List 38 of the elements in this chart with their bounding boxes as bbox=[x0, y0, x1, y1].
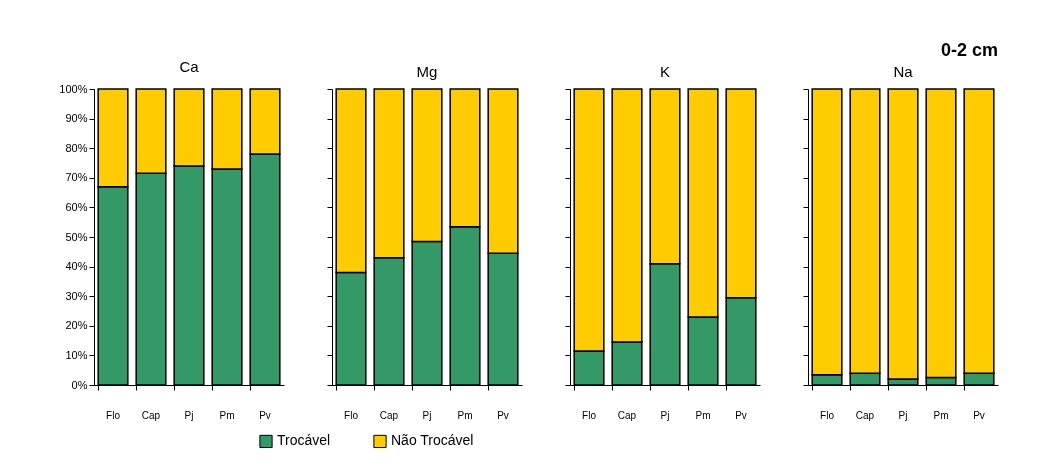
x-tick-label: Cap bbox=[141, 409, 161, 421]
x-tick-label: Pj bbox=[660, 409, 670, 421]
y-tick-label: 10% bbox=[65, 348, 88, 361]
x-tick-label: Flo bbox=[582, 409, 597, 421]
chart-title: Mg bbox=[416, 63, 438, 81]
y-tick-label: 60% bbox=[65, 200, 88, 213]
x-tick-label: Pj bbox=[184, 409, 194, 421]
y-tick-label: 0% bbox=[71, 378, 88, 391]
y-tick-label: 90% bbox=[65, 112, 88, 125]
x-tick-label: Cap bbox=[855, 409, 875, 421]
x-tick-label: Pj bbox=[898, 409, 908, 421]
x-tick-label: Pm bbox=[933, 409, 949, 421]
x-tick-label: Pm bbox=[695, 409, 711, 421]
x-tick-label: Pv bbox=[259, 409, 271, 421]
x-tick-label: Flo bbox=[106, 409, 121, 421]
y-tick-label: 100% bbox=[59, 82, 88, 95]
chart-title: Na bbox=[893, 63, 914, 81]
x-tick-label: Pj bbox=[422, 409, 432, 421]
y-tick-label: 30% bbox=[65, 289, 88, 302]
x-tick-label: Pm bbox=[457, 409, 473, 421]
y-tick-label: 70% bbox=[65, 171, 88, 184]
y-tick-label: 40% bbox=[65, 260, 88, 273]
x-tick-label: Flo bbox=[344, 409, 359, 421]
x-tick-label: Pv bbox=[735, 409, 747, 421]
text: 0-2 cm bbox=[940, 40, 998, 60]
y-tick-label: 50% bbox=[65, 230, 88, 243]
x-tick-label: Pm bbox=[219, 409, 235, 421]
x-tick-label: Cap bbox=[379, 409, 399, 421]
x-tick-label: Pv bbox=[497, 409, 509, 421]
y-tick-label: 80% bbox=[65, 141, 88, 154]
chart-title: K bbox=[659, 63, 671, 81]
legend-label: Não Trocável bbox=[391, 432, 474, 449]
legend-label: Trocável bbox=[277, 432, 331, 449]
x-tick-label: Cap bbox=[617, 409, 637, 421]
x-tick-label: Pv bbox=[973, 409, 985, 421]
x-tick-label: Flo bbox=[820, 409, 835, 421]
chart-title: Ca bbox=[179, 58, 200, 75]
y-tick-label: 20% bbox=[65, 319, 88, 332]
